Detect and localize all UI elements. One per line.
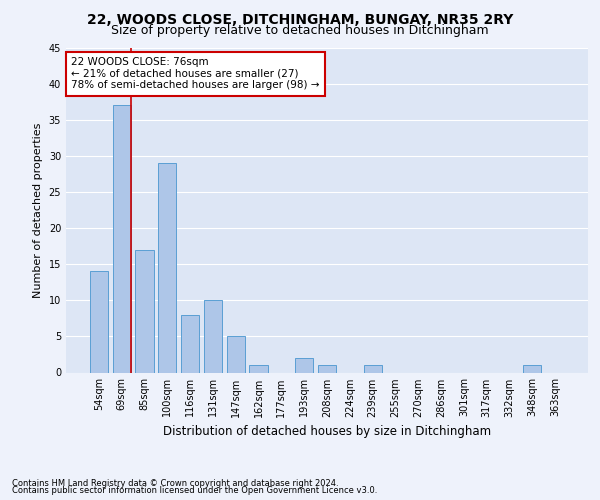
- Bar: [204, 300, 222, 372]
- Bar: [136, 250, 154, 372]
- Bar: [295, 358, 313, 372]
- Text: Contains HM Land Registry data © Crown copyright and database right 2024.: Contains HM Land Registry data © Crown c…: [12, 478, 338, 488]
- Bar: [318, 366, 336, 372]
- Text: 22 WOODS CLOSE: 76sqm
← 21% of detached houses are smaller (27)
78% of semi-deta: 22 WOODS CLOSE: 76sqm ← 21% of detached …: [71, 57, 320, 90]
- X-axis label: Distribution of detached houses by size in Ditchingham: Distribution of detached houses by size …: [163, 425, 491, 438]
- Bar: [158, 163, 176, 372]
- Text: Contains public sector information licensed under the Open Government Licence v3: Contains public sector information licen…: [12, 486, 377, 495]
- Bar: [250, 366, 268, 372]
- Bar: [227, 336, 245, 372]
- Y-axis label: Number of detached properties: Number of detached properties: [33, 122, 43, 298]
- Bar: [113, 106, 131, 372]
- Text: 22, WOODS CLOSE, DITCHINGHAM, BUNGAY, NR35 2RY: 22, WOODS CLOSE, DITCHINGHAM, BUNGAY, NR…: [87, 12, 513, 26]
- Bar: [181, 314, 199, 372]
- Bar: [364, 366, 382, 372]
- Bar: [523, 366, 541, 372]
- Bar: [90, 272, 108, 372]
- Text: Size of property relative to detached houses in Ditchingham: Size of property relative to detached ho…: [111, 24, 489, 37]
